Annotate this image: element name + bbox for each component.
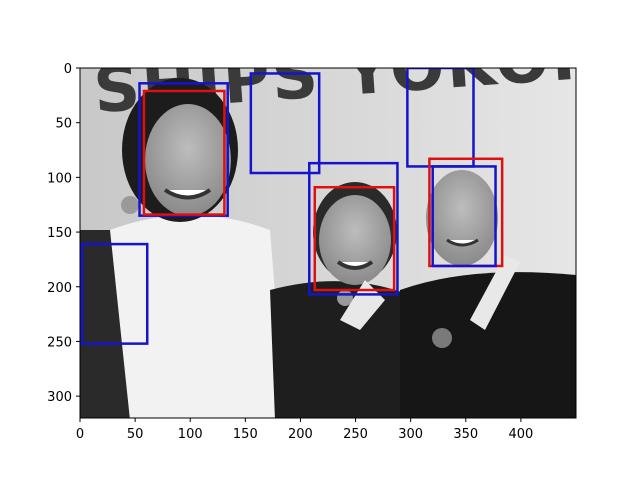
x-tick-label: 250 (343, 427, 368, 442)
x-tick-label: 300 (398, 427, 423, 442)
x-tick-label: 400 (508, 427, 533, 442)
bounding-boxes (80, 68, 504, 345)
y-tick-label: 100 (47, 171, 72, 186)
red-box-5 (313, 185, 396, 292)
x-axis: 0 50 100 150 200 250 300 350 400 (76, 418, 533, 442)
blue-box-3 (249, 72, 321, 175)
y-tick-label: 50 (55, 117, 72, 132)
blue-box-4 (308, 161, 399, 296)
x-tick-label: 100 (178, 427, 203, 442)
y-axis: 0 50 100 150 200 250 300 (47, 62, 80, 405)
x-tick-label: 0 (76, 427, 84, 442)
x-tick-label: 150 (233, 427, 258, 442)
blue-box-9 (80, 242, 149, 345)
x-tick-label: 200 (288, 427, 313, 442)
blue-box-8 (431, 165, 497, 268)
x-tick-label: 350 (453, 427, 478, 442)
red-box-2 (142, 89, 226, 216)
y-tick-label: 200 (47, 281, 72, 296)
y-tick-label: 300 (47, 390, 72, 405)
x-tick-label: 50 (127, 427, 144, 442)
y-tick-label: 250 (47, 335, 72, 350)
y-tick-label: 150 (47, 226, 72, 241)
photo-image: SHIPS YOKOHAMA (80, 68, 576, 418)
y-tick-label: 0 (64, 62, 72, 77)
axes-frame (79, 67, 577, 419)
